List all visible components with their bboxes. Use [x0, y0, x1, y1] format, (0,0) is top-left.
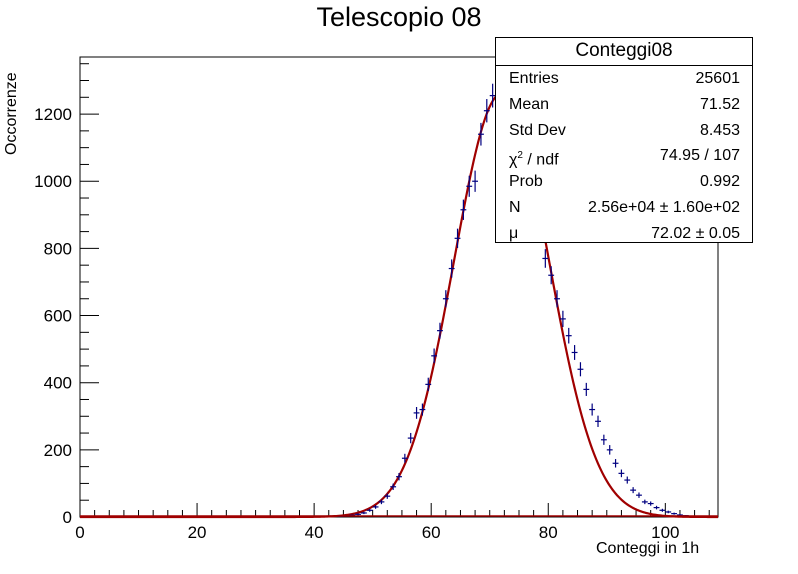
y-tick-label: 400 [44, 374, 72, 393]
stats-key: N [509, 198, 521, 216]
stats-row-prob: Prob 0.992 [496, 169, 752, 195]
y-tick-label: 1200 [34, 105, 72, 124]
stats-key: Entries [509, 70, 559, 87]
stats-box-title: Conteggi08 [496, 38, 752, 66]
plot-frame [79, 56, 719, 518]
x-tick-label: 80 [539, 523, 558, 542]
stats-value: 8.453 [699, 121, 740, 139]
stats-value: 71.52 [699, 95, 740, 113]
stats-row-mu: μ 72.02 ± 0.05 [496, 221, 752, 247]
stats-value: 74.95 / 107 [659, 147, 740, 165]
y-tick-label: 0 [63, 508, 72, 527]
stats-row-mean: Mean 71.52 [496, 92, 752, 118]
stats-row-entries: Entries 25601 [496, 66, 752, 92]
stats-value: 25601 [695, 70, 741, 87]
x-tick-label: 0 [75, 523, 84, 542]
stats-value: 72.02 ± 0.05 [651, 224, 740, 242]
y-tick-label: 200 [44, 441, 72, 460]
x-tick-label: 100 [651, 523, 679, 542]
x-axis-label: Conteggi in 1h [596, 540, 700, 557]
stats-key: μ [509, 224, 519, 242]
x-tick-label: 20 [188, 523, 207, 542]
stats-key: Std Dev [509, 121, 566, 139]
y-tick-label: 1000 [34, 172, 72, 191]
y-tick-label: 600 [44, 307, 72, 326]
stats-key: Prob [509, 173, 543, 191]
stats-box: Conteggi08 Entries 25601 Mean 71.52 Std … [495, 37, 753, 243]
x-tick-label: 40 [305, 523, 324, 542]
y-axis-label: Occorrenze [3, 72, 20, 155]
stats-row-n: N 2.56e+04 ± 1.60e+02 [496, 195, 752, 221]
stats-value: 0.992 [699, 173, 740, 191]
chart-title: Telescopio 08 [316, 2, 482, 32]
stats-value: 2.56e+04 ± 1.60e+02 [587, 198, 740, 216]
stats-row-chi2: χ2 / ndf 74.95 / 107 [496, 143, 752, 169]
y-tick-label: 800 [44, 239, 72, 258]
stats-key-chi2: χ2 / ndf [509, 150, 559, 169]
stats-row-stddev: Std Dev 8.453 [496, 118, 752, 144]
stats-key: Mean [509, 95, 550, 113]
x-tick-label: 60 [422, 523, 441, 542]
